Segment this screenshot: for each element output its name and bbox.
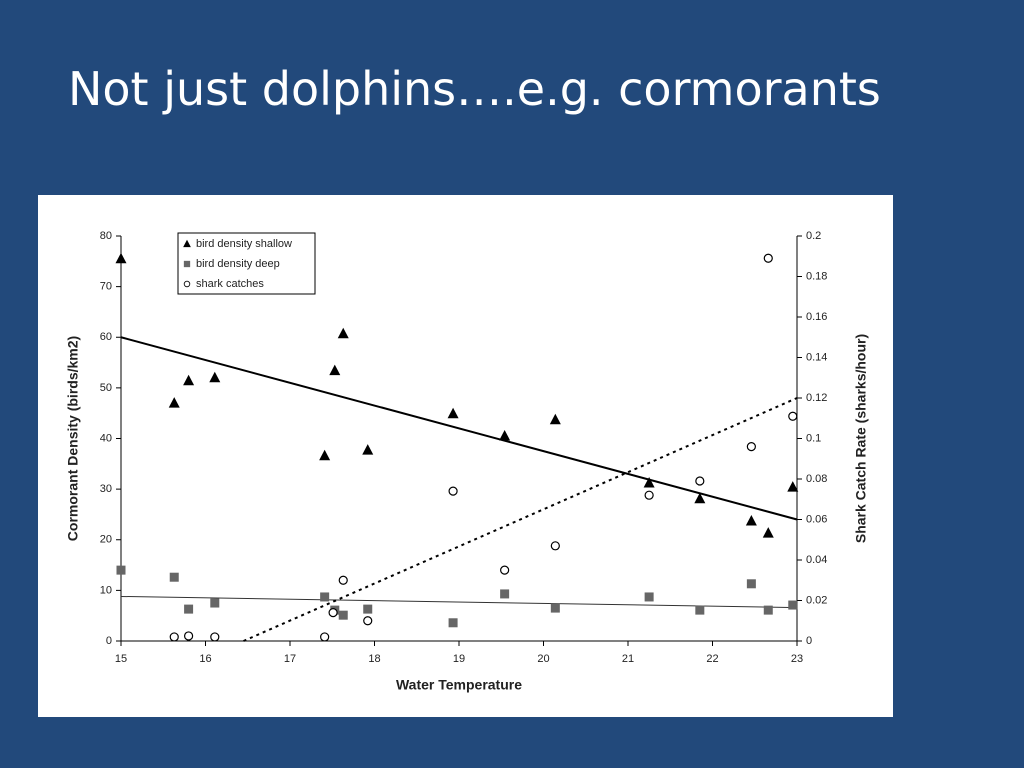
circle-marker: [338, 575, 348, 585]
circle-marker: [550, 541, 560, 551]
circle-marker: [448, 486, 458, 496]
x-tick-label: 16: [199, 653, 211, 665]
x-tick-label: 15: [115, 653, 127, 665]
circle-marker: [210, 632, 220, 642]
circle-marker: [363, 616, 373, 626]
square-marker: [116, 565, 126, 575]
y-tick-label: 20: [100, 534, 112, 546]
circle-marker: [500, 565, 510, 575]
triangle-marker: [762, 527, 774, 538]
circle-marker: [746, 442, 756, 452]
y-tick-label: 50: [100, 382, 112, 394]
y-axis-label: Cormorant Density (birds/km2): [65, 336, 81, 541]
square-marker: [746, 579, 756, 589]
square-marker: [183, 260, 191, 268]
legend-label: bird density deep: [196, 258, 280, 270]
legend-label: bird density shallow: [196, 238, 292, 250]
square-marker: [210, 598, 220, 608]
x-tick-label: 19: [453, 653, 465, 665]
y-tick-label: 30: [100, 483, 112, 495]
y-tick-label: 70: [100, 281, 112, 293]
x-tick-label: 18: [368, 653, 380, 665]
triangle-marker: [643, 477, 655, 488]
y2-tick-label: 0.04: [806, 554, 827, 566]
square-marker: [550, 603, 560, 613]
triangle-marker: [499, 429, 511, 441]
y-tick-label: 80: [100, 230, 112, 242]
y-tick-label: 40: [100, 432, 112, 444]
y2-tick-label: 0.12: [806, 392, 827, 404]
triangle-marker: [183, 374, 195, 386]
triangle-marker: [183, 239, 191, 248]
triangle-marker: [447, 407, 459, 419]
trend-line: [120, 336, 798, 521]
x-axis-label: Water Temperature: [396, 677, 522, 693]
square-marker: [763, 605, 773, 615]
x-tick-label: 20: [537, 653, 549, 665]
circle-marker: [184, 631, 194, 641]
circle-marker: [695, 476, 705, 486]
triangle-marker: [549, 413, 561, 425]
circle-marker: [169, 632, 179, 642]
slide-title: Not just dolphins….e.g. cormorants: [68, 62, 881, 116]
y-tick-label: 10: [100, 584, 112, 596]
legend-box: [177, 232, 316, 295]
triangle-marker: [694, 492, 706, 504]
square-marker: [169, 572, 179, 582]
trend-line: [243, 397, 798, 642]
square-marker: [338, 610, 348, 620]
y2-tick-label: 0.02: [806, 594, 827, 606]
triangle-marker: [787, 481, 799, 492]
y2-tick-label: 0.14: [806, 351, 827, 363]
triangle-marker: [168, 397, 180, 408]
circle-marker: [183, 280, 191, 288]
y2-tick-label: 0: [806, 635, 812, 647]
triangle-marker: [115, 252, 127, 264]
y-tick-label: 60: [100, 331, 112, 343]
circle-marker: [320, 632, 330, 642]
x-tick-label: 21: [622, 653, 634, 665]
triangle-marker: [209, 371, 221, 383]
triangle-marker: [745, 515, 757, 526]
square-marker: [695, 605, 705, 615]
legend-label: shark catches: [196, 278, 264, 290]
y-tick-label: 0: [106, 635, 112, 647]
y2-axis-label: Shark Catch Rate (sharks/hour): [853, 334, 869, 543]
circle-marker: [763, 253, 773, 263]
square-marker: [320, 592, 330, 602]
square-marker: [184, 604, 194, 614]
circle-marker: [644, 490, 654, 500]
y2-tick-label: 0.16: [806, 311, 827, 323]
triangle-marker: [362, 444, 374, 455]
trend-line: [120, 595, 798, 609]
y2-tick-label: 0.08: [806, 473, 827, 485]
x-tick-label: 17: [284, 653, 296, 665]
circle-marker: [788, 411, 798, 421]
square-marker: [500, 589, 510, 599]
square-marker: [644, 592, 654, 602]
square-marker: [788, 600, 798, 610]
y2-tick-label: 0.06: [806, 513, 827, 525]
y2-tick-label: 0.2: [806, 230, 821, 242]
square-marker: [363, 604, 373, 614]
y2-tick-label: 0.1: [806, 432, 821, 444]
triangle-marker: [337, 327, 349, 339]
triangle-marker: [319, 449, 331, 461]
legend: bird density shallow bird density deep sha…: [177, 232, 316, 295]
circle-marker: [328, 608, 338, 618]
chart-panel: 15 16 17 18 19 20 21 22 23 0 10 20 30 40 50 60 70 80 0 0.02…: [38, 195, 893, 717]
x-tick-label: 23: [791, 653, 803, 665]
chart: 15 16 17 18 19 20 21 22 230102030405060708000.02…: [65, 230, 869, 693]
x-tick-label: 22: [706, 653, 718, 665]
square-marker: [448, 618, 458, 628]
y2-tick-label: 0.18: [806, 270, 827, 282]
triangle-marker: [329, 364, 341, 376]
